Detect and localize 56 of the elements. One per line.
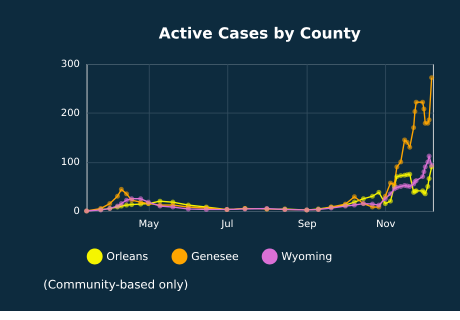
y-tick-label: 0: [74, 206, 80, 218]
point: [124, 191, 129, 196]
legend-label: Wyoming: [281, 250, 332, 264]
point: [360, 196, 366, 202]
point: [429, 75, 434, 80]
point: [420, 174, 426, 180]
y-tick-label: 200: [60, 108, 80, 120]
x-tick-label: May: [138, 218, 160, 230]
point: [352, 202, 357, 208]
point: [404, 140, 410, 145]
point: [370, 202, 375, 207]
y-tick-label: 300: [60, 59, 80, 70]
point: [398, 160, 404, 164]
point: [426, 176, 432, 182]
point: [420, 100, 426, 105]
x-tick-label: Sep: [298, 218, 317, 230]
point: [382, 201, 388, 206]
point: [412, 109, 418, 114]
point: [425, 160, 430, 164]
point: [370, 194, 375, 199]
legend-label: Genesee: [191, 250, 240, 264]
point: [158, 198, 162, 204]
point: [407, 184, 412, 189]
point: [138, 196, 144, 202]
point: [426, 154, 432, 159]
point: [129, 202, 134, 208]
point: [407, 144, 412, 150]
y-tick-label: 100: [60, 157, 80, 168]
point: [382, 196, 388, 202]
point: [414, 100, 419, 105]
point: [376, 190, 382, 195]
point: [421, 169, 426, 174]
point: [118, 186, 124, 192]
chart-title: Active Cases by County: [158, 24, 361, 43]
point: [398, 184, 404, 189]
point: [394, 164, 400, 170]
x-tick-label: Nov: [376, 218, 396, 230]
point: [426, 117, 432, 122]
text: (Community-based only): [43, 278, 188, 292]
point: [115, 194, 120, 199]
point: [388, 191, 393, 196]
point: [425, 184, 430, 189]
x-tick-label: Jul: [220, 218, 234, 230]
point: [124, 202, 129, 208]
point: [394, 184, 400, 190]
point: [411, 125, 416, 130]
point: [107, 201, 112, 206]
point: [388, 180, 393, 186]
point: [118, 201, 124, 206]
point: [352, 194, 357, 200]
point: [422, 164, 428, 170]
legend-label: Orleans: [106, 250, 149, 264]
point: [421, 106, 426, 112]
point: [407, 172, 412, 177]
point: [388, 198, 393, 204]
point: [124, 198, 129, 203]
